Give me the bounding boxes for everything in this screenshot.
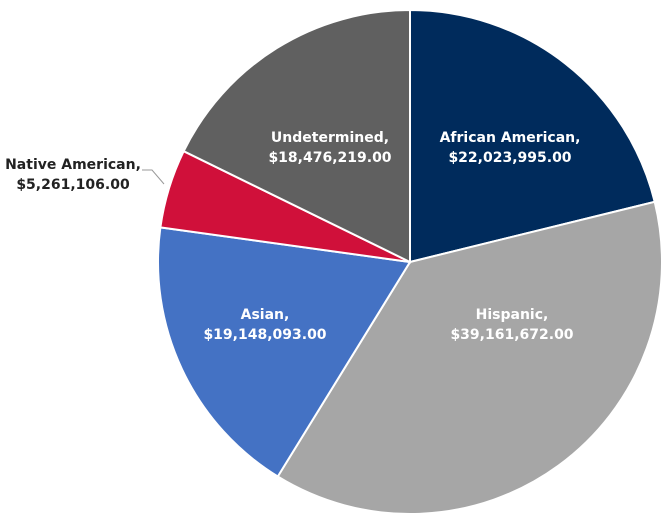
pie-slice <box>182 8 411 264</box>
slice-value-label: $22,023,995.00 <box>448 150 571 166</box>
slice-value-label: $5,261,106.00 <box>16 177 130 193</box>
slice-label: Asian, <box>241 307 290 323</box>
slice-label: African American, <box>440 130 581 146</box>
slice-value-label: $19,148,093.00 <box>203 327 326 343</box>
leader-line <box>142 169 165 185</box>
slice-value-label: $18,476,219.00 <box>268 150 391 166</box>
pie-slice <box>276 200 663 515</box>
pie-slice <box>409 8 656 264</box>
slice-label: Undetermined, <box>271 130 389 146</box>
slice-value-label: $39,161,672.00 <box>450 327 573 343</box>
slice-label: Hispanic, <box>476 307 549 323</box>
slice-label: Native American, <box>5 157 141 173</box>
pie-slice <box>157 226 412 478</box>
